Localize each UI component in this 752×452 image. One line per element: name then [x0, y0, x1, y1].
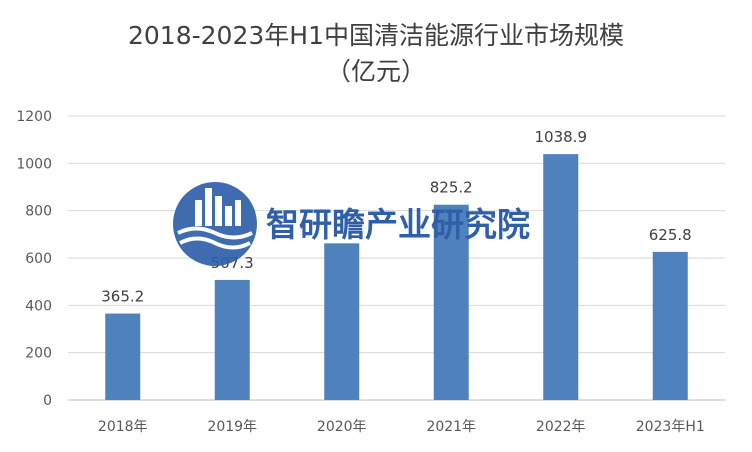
gridlines — [68, 115, 725, 401]
chart-subtitle: （亿元） — [326, 57, 426, 86]
x-tick-label: 2021年 — [426, 419, 476, 435]
data-label: 825.2 — [430, 179, 473, 197]
x-tick-label: 2020年 — [317, 419, 367, 435]
data-label: 1038.9 — [535, 128, 588, 146]
x-tick-label: 2022年 — [536, 419, 586, 435]
y-axis-ticks: 0 200 400 600 800 1000 1200 — [16, 109, 52, 409]
y-tick-label: 0 — [43, 393, 52, 409]
bar — [433, 204, 469, 400]
y-tick-label: 200 — [25, 346, 52, 362]
bar — [543, 154, 579, 400]
data-label: 365.2 — [101, 288, 144, 306]
watermark: 智研瞻产业研究院 — [173, 182, 530, 266]
data-label: 625.8 — [649, 226, 692, 244]
chart-title: 2018-2023年H1中国清洁能源行业市场规模 — [128, 21, 624, 50]
y-tick-label: 600 — [25, 251, 52, 267]
x-axis-ticks: 2018年 2019年 2020年 2021年 2022年 2023年H1 — [98, 419, 705, 435]
bar — [214, 279, 250, 400]
bar — [105, 313, 141, 400]
y-tick-label: 800 — [25, 204, 52, 220]
y-tick-label: 400 — [25, 298, 52, 314]
x-tick-label: 2019年 — [207, 419, 257, 435]
x-tick-label: 2023年H1 — [636, 419, 705, 435]
bars — [105, 154, 688, 400]
x-tick-label: 2018年 — [98, 419, 148, 435]
watermark-text: 智研瞻产业研究院 — [266, 205, 530, 244]
y-tick-label: 1200 — [16, 109, 52, 125]
y-tick-label: 1000 — [16, 156, 52, 172]
bar — [652, 251, 688, 400]
bar — [324, 243, 360, 400]
building-wave-logo-icon — [173, 182, 257, 266]
